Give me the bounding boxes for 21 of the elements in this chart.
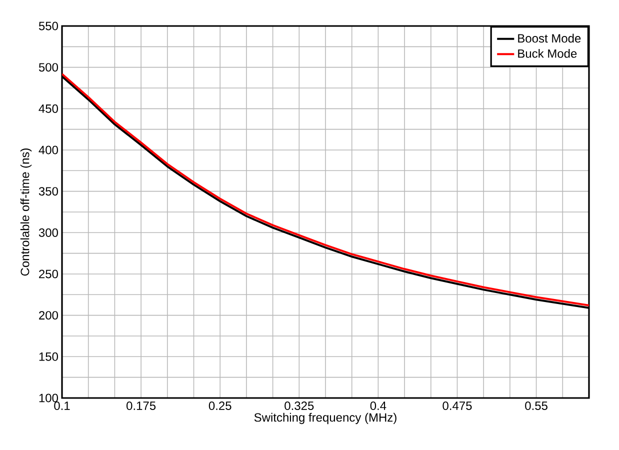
x-tick-label: 0.55 bbox=[525, 402, 548, 410]
x-tick-label: 0.325 bbox=[284, 402, 314, 410]
y-tick-label: 400 bbox=[38, 146, 58, 154]
legend-label: Boost Mode bbox=[518, 34, 581, 43]
y-axis-title: Controlable off-time (ns) bbox=[20, 148, 32, 276]
y-tick-label: 300 bbox=[38, 228, 58, 237]
y-tick-label: 550 bbox=[38, 22, 58, 30]
x-tick-label: 0.25 bbox=[208, 402, 232, 410]
x-axis-title: Switching frequency (MHz) bbox=[254, 412, 396, 424]
y-tick-label: 500 bbox=[38, 63, 58, 72]
x-tick-label: 0.175 bbox=[126, 402, 156, 410]
legend-label: Buck Mode bbox=[518, 49, 577, 58]
x-tick-label: 0.1 bbox=[54, 402, 70, 410]
x-tick-label: 0.475 bbox=[442, 402, 472, 410]
y-tick-label: 200 bbox=[39, 311, 58, 320]
y-tick-label: 250 bbox=[39, 270, 58, 278]
x-tick-label: 0.4 bbox=[370, 402, 386, 410]
y-tick-label: 150 bbox=[39, 352, 58, 361]
y-tick-label: 100 bbox=[39, 394, 58, 402]
y-tick-label: 450 bbox=[38, 104, 58, 113]
y-tick-label: 350 bbox=[38, 187, 58, 196]
